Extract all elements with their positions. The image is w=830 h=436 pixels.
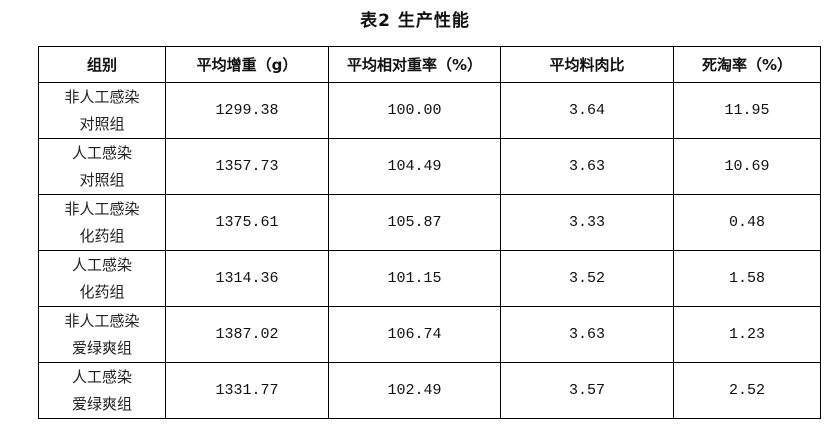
mortality-cell: 1.58 — [673, 250, 821, 307]
group-line2: 化药组 — [79, 226, 125, 245]
group-cell: 人工感染 化药组 — [38, 250, 166, 307]
group-line2: 对照组 — [79, 170, 125, 189]
group-cell: 非人工感染 对照组 — [38, 82, 166, 139]
mortality-cell: 10.69 — [673, 138, 821, 195]
group-line1: 人工感染 — [71, 255, 132, 274]
table-row: 非人工感染 对照组 1299.38 100.00 3.64 11.95 — [38, 82, 821, 139]
group-line1: 非人工感染 — [64, 311, 140, 330]
weight-gain-cell: 1387.02 — [165, 306, 329, 363]
feed-ratio-cell: 3.52 — [500, 250, 674, 307]
group-line2: 爱绿爽组 — [71, 338, 132, 357]
table-row: 非人工感染 化药组 1375.61 105.87 3.33 0.48 — [38, 194, 821, 251]
header-feed-ratio: 平均料肉比 — [500, 46, 674, 83]
header-weight-gain: 平均增重（g） — [165, 46, 329, 83]
group-line1: 非人工感染 — [64, 199, 140, 218]
table-row: 人工感染 对照组 1357.73 104.49 3.63 10.69 — [38, 138, 821, 195]
weight-gain-cell: 1299.38 — [165, 82, 329, 139]
relative-rate-cell: 102.49 — [328, 362, 501, 419]
group-line2: 化药组 — [79, 282, 125, 301]
feed-ratio-cell: 3.63 — [500, 138, 674, 195]
production-performance-table: 组别 平均增重（g） 平均相对重率（%） 平均料肉比 死淘率（%） 非人工感染对… — [38, 46, 821, 419]
group-cell: 人工感染 对照组 — [38, 138, 166, 195]
table-title: 表2 生产性能 — [360, 11, 470, 31]
group-line1: 人工感染 — [71, 367, 132, 386]
weight-gain-cell: 1314.36 — [165, 250, 329, 307]
group-line1: 人工感染 — [71, 143, 132, 162]
group-cell: 非人工感染 爱绿爽组 — [38, 306, 166, 363]
feed-ratio-cell: 3.63 — [500, 306, 674, 363]
mortality-cell: 1.23 — [673, 306, 821, 363]
header-mortality: 死淘率（%） — [673, 46, 821, 83]
relative-rate-cell: 105.87 — [328, 194, 501, 251]
relative-rate-cell: 104.49 — [328, 138, 501, 195]
weight-gain-cell: 1375.61 — [165, 194, 329, 251]
header-group: 组别 — [38, 46, 166, 83]
mortality-cell: 2.52 — [673, 362, 821, 419]
group-line2: 对照组 — [79, 114, 125, 133]
group-cell: 人工感染 爱绿爽组 — [38, 362, 166, 419]
table-row: 非人工感染 爱绿爽组 1387.02 106.74 3.63 1.23 — [38, 306, 821, 363]
group-line1: 非人工感染 — [64, 87, 140, 106]
group-line2: 爱绿爽组 — [71, 394, 132, 413]
group-cell: 非人工感染 化药组 — [38, 194, 166, 251]
header-row: 组别 平均增重（g） 平均相对重率（%） 平均料肉比 死淘率（%） — [38, 46, 821, 83]
relative-rate-cell: 100.00 — [328, 82, 501, 139]
relative-rate-cell: 101.15 — [328, 250, 501, 307]
mortality-cell: 11.95 — [673, 82, 821, 139]
table-row: 人工感染 爱绿爽组 1331.77 102.49 3.57 2.52 — [38, 362, 821, 419]
feed-ratio-cell: 3.57 — [500, 362, 674, 419]
feed-ratio-cell: 3.64 — [500, 82, 674, 139]
weight-gain-cell: 1331.77 — [165, 362, 329, 419]
feed-ratio-cell: 3.33 — [500, 194, 674, 251]
header-relative-rate: 平均相对重率（%） — [328, 46, 501, 83]
table-row: 人工感染 化药组 1314.36 101.15 3.52 1.58 — [38, 250, 821, 307]
relative-rate-cell: 106.74 — [328, 306, 501, 363]
mortality-cell: 0.48 — [673, 194, 821, 251]
weight-gain-cell: 1357.73 — [165, 138, 329, 195]
